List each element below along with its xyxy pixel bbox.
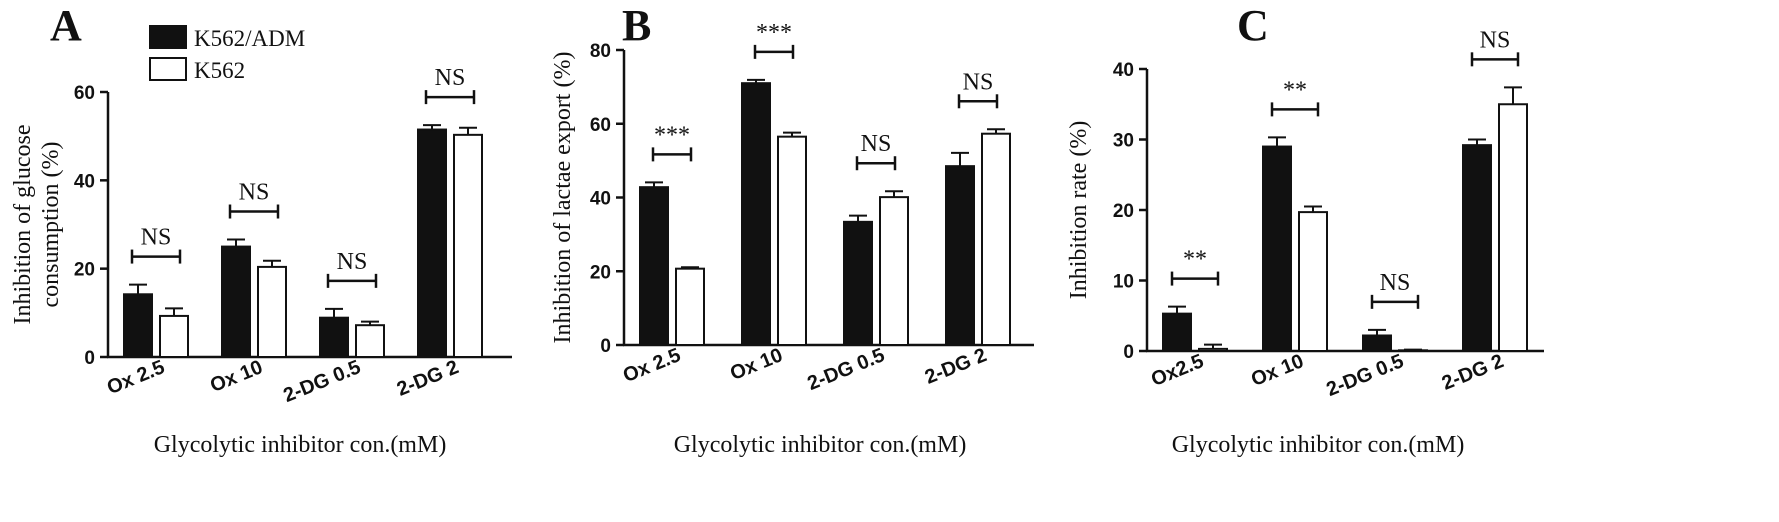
x-category-label: Ox 2.5 (620, 344, 684, 387)
y-tick-label: 80 (590, 41, 611, 62)
bar-k562-adm-0 (639, 186, 669, 346)
legend-label-k562-adm: K562/ADM (194, 26, 305, 51)
y-tick-label: 60 (590, 115, 611, 136)
bar-k562-3 (453, 133, 483, 358)
bar-k562-adm-0 (123, 293, 153, 358)
bar-k562-adm-3 (1462, 144, 1492, 352)
y-tick-label: 60 (74, 83, 95, 104)
x-category-label: Ox2.5 (1148, 350, 1207, 391)
bar-k562-0 (1198, 347, 1228, 353)
y-tick-label: 20 (1113, 201, 1134, 222)
x-category-label: Ox 10 (1248, 350, 1307, 391)
significance-label: ** (1183, 247, 1207, 273)
significance-label: NS (861, 131, 892, 157)
y-axis-title: Inhibition rate (%) (1066, 121, 1092, 300)
significance-label: NS (337, 249, 368, 275)
significance-label: ** (1283, 77, 1307, 103)
y-tick-label: 40 (590, 189, 611, 210)
x-category-label: 2-DG 0.5 (1323, 350, 1406, 401)
significance-label: NS (1380, 270, 1411, 296)
panel-c: 0 10 20 30 40 ** Ox2.5 ** Ox 10 NS 2-DG 0.5 NS 2-DG … (1066, 27, 1544, 458)
significance-label: NS (1480, 27, 1511, 53)
x-axis-title: Glycolytic inhibitor con.(mM) (674, 432, 967, 458)
bar-k562-0 (675, 267, 705, 347)
legend-swatch-k562-adm (149, 25, 187, 49)
legend-swatch-k562 (149, 57, 187, 81)
y-tick-label: 40 (1113, 60, 1134, 81)
bar-k562-adm-1 (741, 82, 771, 346)
x-category-label: 2-DG 2 (1439, 350, 1507, 395)
y-axis-title: Inhibition of lactae export (%) (550, 52, 576, 344)
bar-k562-3 (1498, 103, 1528, 352)
legend: K562/ADM K562 (149, 25, 305, 83)
x-category-label: Ox 10 (207, 356, 266, 397)
panel-letter-a: A (50, 1, 82, 50)
y-axis-title: Inhibition of glucoseconsumption (%) (10, 125, 64, 325)
significance-label: NS (435, 65, 466, 91)
y-tick-label: 20 (74, 260, 95, 281)
y-tick-label: 0 (600, 336, 611, 357)
significance-label: *** (654, 122, 690, 148)
y-axis-title-line: consumption (%) (38, 142, 64, 308)
bar-k562-3 (981, 132, 1011, 346)
panel-b: 0 20 40 60 80 *** Ox 2.5 *** Ox 10 NS 2-DG 0.5 NS 2-… (550, 20, 1034, 458)
panel-a: 0 20 40 60 NS Ox 2.5 NS Ox 10 NS 2-DG 0.5 NS 2-DG 2… (10, 65, 512, 458)
x-category-label: 2-DG 0.5 (280, 356, 363, 407)
y-tick-label: 20 (590, 262, 611, 283)
bar-k562-1 (1298, 211, 1328, 352)
significance-label: NS (963, 69, 994, 95)
y-tick-label: 0 (1123, 342, 1134, 363)
significance-label: NS (141, 225, 172, 251)
bar-k562-2 (355, 324, 385, 359)
bar-k562-adm-3 (945, 165, 975, 346)
y-tick-label: 30 (1113, 131, 1134, 152)
y-tick-label: 10 (1113, 272, 1134, 293)
bar-k562-1 (777, 135, 807, 346)
bar-k562-1 (257, 265, 287, 358)
bar-k562-adm-2 (1362, 334, 1392, 352)
x-category-label: Ox 2.5 (104, 356, 168, 399)
legend-label-k562: K562 (194, 58, 245, 83)
y-tick-label: 0 (84, 348, 95, 369)
bar-k562-2 (879, 196, 909, 346)
y-tick-label: 40 (74, 171, 95, 192)
bar-k562-adm-1 (221, 245, 251, 358)
panel-letter-b: B (622, 1, 651, 50)
x-axis-title: Glycolytic inhibitor con.(mM) (1172, 432, 1465, 458)
x-category-label: 2-DG 2 (394, 356, 462, 401)
bar-k562-adm-2 (843, 220, 873, 346)
bar-k562-adm-0 (1162, 312, 1192, 353)
panel-letter-c: C (1237, 1, 1269, 50)
bar-k562-adm-1 (1262, 145, 1292, 352)
x-category-label: Ox 10 (727, 344, 786, 385)
y-axis-title-line: Inhibition of glucose (10, 125, 36, 325)
bar-k562-adm-2 (319, 316, 349, 359)
x-category-label: 2-DG 0.5 (804, 344, 887, 395)
bar-k562-0 (159, 314, 189, 358)
significance-label: *** (756, 20, 792, 46)
significance-label: NS (239, 180, 270, 206)
x-axis-title: Glycolytic inhibitor con.(mM) (154, 432, 447, 458)
bar-k562-adm-3 (417, 128, 447, 358)
x-category-label: 2-DG 2 (922, 344, 990, 389)
